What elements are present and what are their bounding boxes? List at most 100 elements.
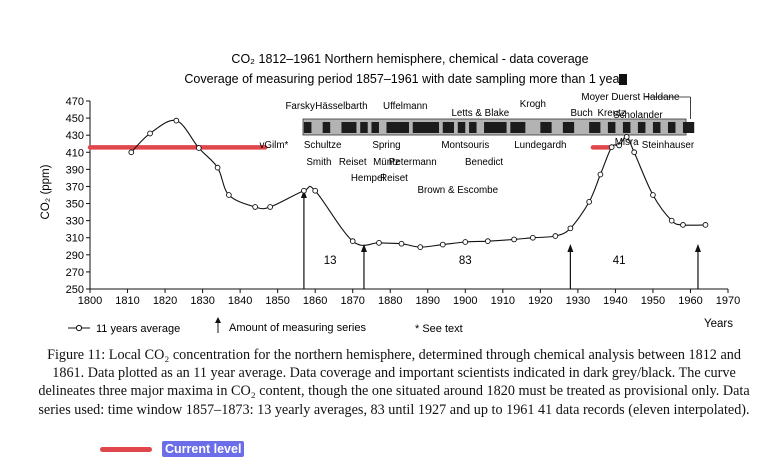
- chart-title-line1: CO₂ 1812–1961 Northern hemisphere, chemi…: [231, 52, 588, 66]
- y-tick-label: 270: [66, 267, 84, 279]
- x-tick-label: 1970: [716, 295, 740, 307]
- x-tick-label: 1890: [416, 295, 440, 307]
- coverage-block: [484, 122, 507, 133]
- data-point: [668, 217, 675, 224]
- scientist-label: Buch: [570, 108, 592, 119]
- data-point: [398, 240, 405, 247]
- series-count-label: 41: [613, 255, 626, 267]
- coverage-block: [442, 122, 455, 133]
- data-point: [312, 187, 319, 194]
- co2-chart: CO₂ 1812–1961 Northern hemisphere, chemi…: [40, 52, 740, 335]
- data-point: [650, 192, 656, 198]
- data-point: [608, 144, 615, 150]
- data-point: [301, 187, 307, 194]
- x-tick-label: 1850: [265, 295, 289, 307]
- data-point: [267, 204, 273, 210]
- y-tick-label: 370: [66, 181, 84, 193]
- coverage-block: [562, 122, 575, 133]
- x-tick-label: 1940: [603, 295, 627, 307]
- coverage-block: [341, 122, 357, 133]
- series-count-label: 13: [324, 255, 337, 267]
- scientist-label: Lundegardh: [514, 140, 566, 151]
- data-point: [349, 238, 356, 244]
- x-tick-label: 1870: [340, 295, 364, 307]
- data-point: [376, 240, 382, 246]
- scientist-label: Uffelmann: [383, 101, 427, 112]
- y-axis-label: CO₂ (ppm): [40, 164, 52, 219]
- x-axis-label: Years: [704, 318, 733, 330]
- data-point: [173, 117, 180, 124]
- coverage-block: [540, 122, 552, 133]
- x-tick-label: 1860: [303, 295, 327, 307]
- scientist-label: Smith: [306, 157, 331, 168]
- x-tick-label: 1820: [153, 295, 177, 307]
- x-tick-label: 1910: [491, 295, 515, 307]
- scientist-label: Letts & Blake: [451, 108, 509, 119]
- legend-arrow-label: Amount of measuring series: [229, 322, 366, 334]
- data-point: [147, 130, 153, 137]
- coverage-block: [667, 122, 676, 133]
- coverage-block: [652, 122, 661, 133]
- coverage-legend-swatch: [619, 74, 627, 85]
- data-point: [128, 149, 135, 156]
- scientist-label: vGilm*: [259, 140, 288, 151]
- data-point: [631, 149, 638, 156]
- series-count-label: 83: [459, 255, 472, 267]
- scientist-label: Benedict: [465, 157, 503, 168]
- data-point: [552, 233, 559, 239]
- data-point: [252, 204, 258, 210]
- coverage-block: [469, 122, 477, 133]
- data-point: [586, 198, 592, 205]
- x-tick-label: 1960: [678, 295, 702, 307]
- chart-title-line2: Coverage of measuring period 1857–1961 w…: [184, 72, 623, 86]
- data-point: [484, 238, 491, 244]
- measurement-arrow-head: [360, 244, 367, 252]
- coverage-block: [622, 122, 631, 133]
- scientist-label: Reiset: [380, 173, 408, 184]
- measurement-arrow-head: [567, 244, 574, 252]
- measurement-arrow-head: [694, 244, 701, 252]
- scientist-label: Scholander: [613, 110, 663, 121]
- coverage-block: [360, 122, 368, 133]
- data-point: [511, 236, 517, 243]
- scientist-label: Hempel: [351, 173, 385, 184]
- data-point: [214, 164, 221, 171]
- coverage-block: [607, 122, 616, 133]
- y-tick-label: 470: [66, 96, 84, 108]
- coverage-block: [682, 122, 695, 133]
- x-tick-label: 1930: [566, 295, 590, 307]
- scientist-label: Petermann: [389, 157, 437, 168]
- y-tick-label: 410: [66, 147, 84, 159]
- coverage-block: [412, 122, 440, 133]
- y-tick-label: 430: [66, 130, 84, 142]
- data-point: [702, 222, 709, 228]
- x-tick-label: 1880: [378, 295, 402, 307]
- scientist-label: Spring: [372, 140, 400, 151]
- data-point: [417, 244, 424, 250]
- y-tick-label: 290: [66, 250, 84, 262]
- scientist-label: Farsky: [285, 101, 314, 112]
- current-level-legend: Current level: [100, 441, 245, 457]
- y-tick-label: 330: [66, 216, 84, 228]
- coverage-block: [457, 122, 466, 133]
- y-tick-label: 250: [66, 284, 84, 296]
- current-level-label: Current level: [162, 441, 245, 457]
- y-tick-label: 310: [66, 233, 84, 245]
- legend-average-marker: [75, 324, 83, 332]
- y-tick-label: 450: [66, 113, 84, 125]
- coverage-block: [589, 122, 601, 133]
- data-point: [616, 142, 623, 149]
- x-tick-label: 1920: [528, 295, 552, 307]
- legend-arrow-head: [215, 317, 221, 323]
- x-tick-label: 1950: [641, 295, 665, 307]
- x-tick-label: 1800: [78, 295, 102, 307]
- legend: 11 years average Amount of measuring ser…: [68, 317, 463, 335]
- legend-average-label: 11 years average: [96, 323, 180, 335]
- data-point: [680, 222, 686, 228]
- scientist-label: Reiset: [339, 157, 367, 168]
- data-point: [567, 225, 574, 232]
- data-point: [529, 234, 536, 241]
- x-tick-label: 1830: [190, 295, 214, 307]
- coverage-block: [510, 122, 526, 133]
- x-tick-label: 1900: [453, 295, 477, 307]
